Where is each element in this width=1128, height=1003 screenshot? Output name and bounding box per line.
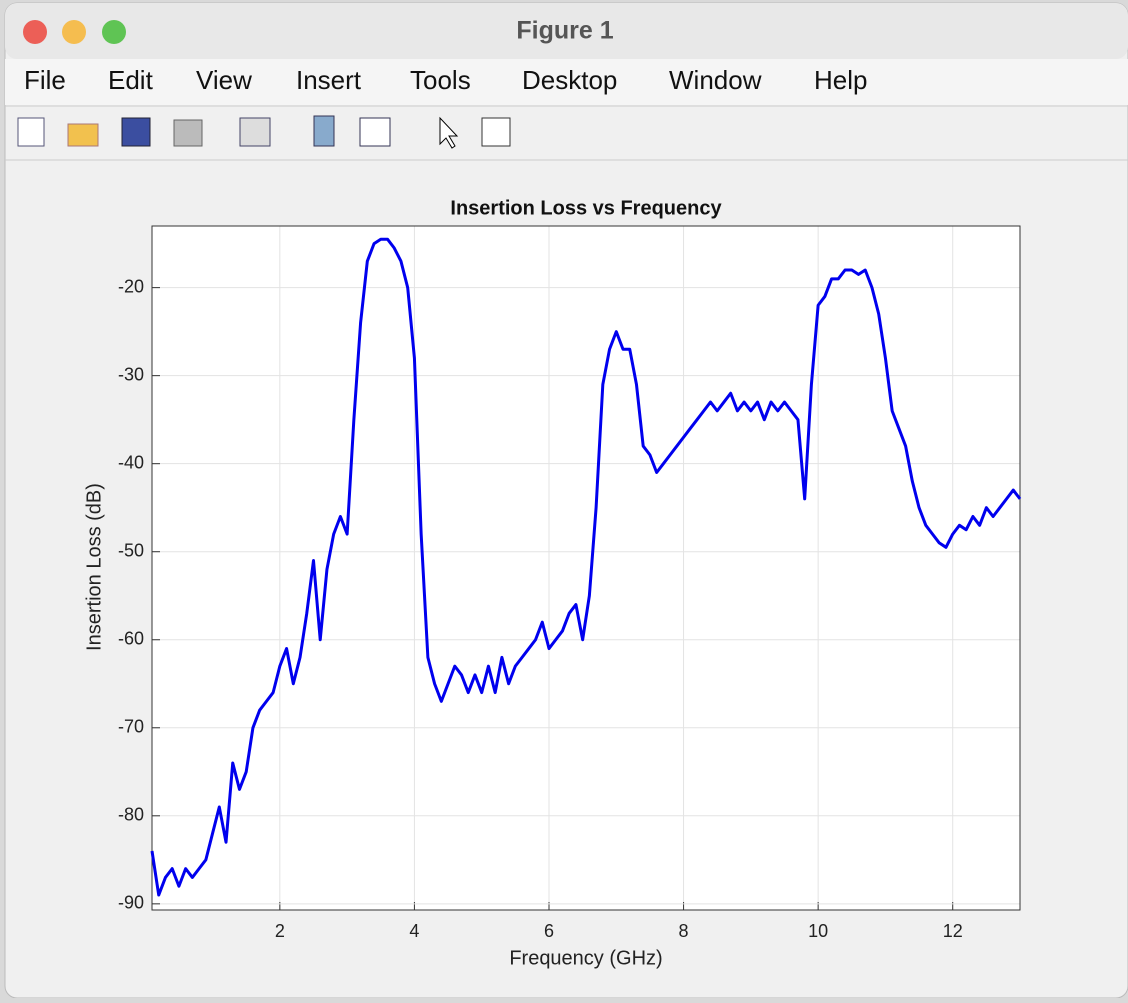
x-axis-label: Frequency (GHz)	[509, 947, 662, 969]
menu-item[interactable]: Desktop	[522, 65, 617, 95]
menu-bar	[5, 59, 1128, 105]
y-tick-label: -90	[118, 893, 144, 913]
menu-item[interactable]: Window	[669, 65, 762, 95]
x-tick-label: 6	[544, 921, 554, 941]
x-tick-label: 10	[808, 921, 828, 941]
minimize-button[interactable]	[62, 20, 86, 44]
property-icon[interactable]	[481, 117, 511, 147]
close-button[interactable]	[23, 20, 47, 44]
pointer-icon[interactable]	[439, 116, 459, 149]
plot-area	[152, 226, 1020, 910]
y-axis-label: Insertion Loss (dB)	[83, 483, 105, 651]
legend-icon[interactable]	[359, 117, 391, 147]
window-title: Figure 1	[516, 17, 613, 45]
new-icon[interactable]	[17, 117, 45, 147]
axes-box	[151, 225, 1021, 911]
title-bar	[5, 3, 1128, 59]
open-icon[interactable]	[67, 123, 99, 147]
y-tick-label: -80	[118, 805, 144, 825]
save-icon[interactable]	[121, 117, 151, 147]
colorbar-icon[interactable]	[313, 115, 335, 147]
menu-item[interactable]: View	[196, 65, 252, 95]
menu-item[interactable]: Help	[814, 65, 867, 95]
menu-item[interactable]: Edit	[108, 65, 154, 95]
x-tick-label: 2	[275, 921, 285, 941]
menu-item[interactable]: Insert	[296, 65, 362, 95]
menu-item[interactable]: File	[24, 65, 66, 95]
zoom-button[interactable]	[102, 20, 126, 44]
y-tick-label: -60	[118, 628, 144, 648]
x-tick-label: 12	[943, 921, 963, 941]
y-tick-label: -30	[118, 364, 144, 384]
x-tick-label: 8	[679, 921, 689, 941]
menu-item[interactable]: Tools	[410, 65, 471, 95]
y-tick-label: -50	[118, 540, 144, 560]
y-tick-label: -70	[118, 717, 144, 737]
data-line	[150, 237, 1022, 897]
y-tick-label: -20	[118, 276, 144, 296]
print-icon[interactable]	[173, 119, 203, 147]
link-icon[interactable]	[239, 117, 271, 147]
chart-title: Insertion Loss vs Frequency	[450, 197, 722, 219]
x-tick-label: 4	[409, 921, 419, 941]
toolbar	[17, 115, 511, 149]
y-tick-label: -40	[118, 452, 144, 472]
